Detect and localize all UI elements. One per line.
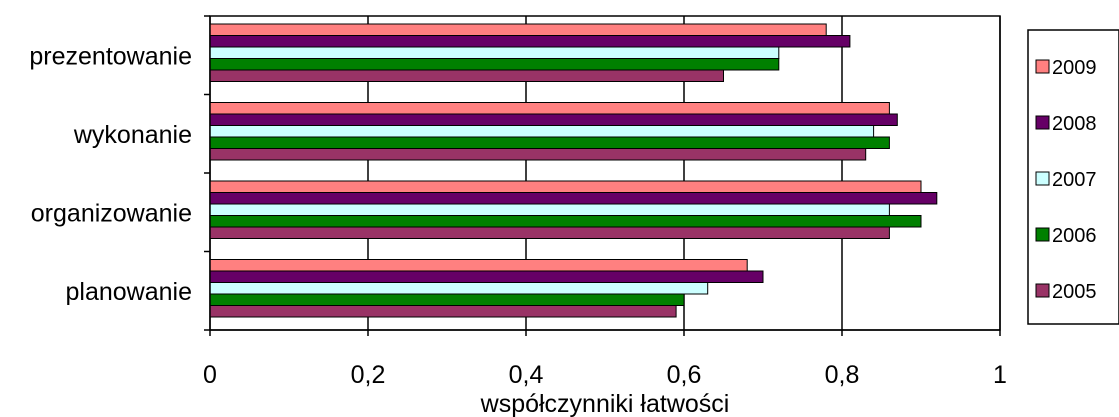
bar-2005-planowanie (209, 305, 677, 318)
y-axis: prezentowanie wykonanie organizowanie plano… (29, 15, 211, 331)
bar-2006-wykonanie (209, 136, 890, 149)
x-tick-label: 0,8 (825, 361, 860, 389)
bar-2007-planowanie (209, 282, 709, 295)
x-tick-label: 0 (203, 361, 217, 389)
bar-2005-wykonanie (209, 148, 867, 161)
bar-2009-prezentowanie (209, 23, 827, 36)
x-axis: 0 0,2 0,4 0,6 0,8 1 (203, 329, 1007, 389)
legend-swatch-2005 (1035, 283, 1050, 298)
legend-swatch-2006 (1035, 227, 1050, 242)
bar-2007-prezentowanie (209, 46, 780, 59)
bar-2008-prezentowanie (209, 35, 851, 48)
legend-swatch-2009 (1035, 59, 1050, 74)
bar-2006-prezentowanie (209, 58, 780, 71)
category-label: planowanie (66, 278, 193, 306)
x-tick-label: 1 (993, 361, 1007, 389)
bar-2009-organizowanie (209, 180, 922, 193)
bars (209, 23, 938, 318)
x-axis-title: współczynniki łatwości (480, 390, 730, 417)
bar-2006-organizowanie (209, 215, 922, 228)
legend-label-2006: 2006 (1052, 225, 1097, 247)
category-label: wykonanie (73, 121, 192, 149)
legend-label-2009: 2009 (1052, 57, 1097, 79)
bar-2008-organizowanie (209, 192, 938, 205)
bar-2007-wykonanie (209, 125, 875, 138)
legend-swatch-2007 (1035, 171, 1050, 186)
category-label: prezentowanie (29, 42, 192, 70)
bar-2005-organizowanie (209, 226, 890, 239)
bar-2007-organizowanie (209, 203, 890, 216)
bar-2009-planowanie (209, 259, 748, 272)
bar-2006-planowanie (209, 293, 685, 306)
legend-label-2007: 2007 (1052, 169, 1097, 191)
x-tick-label: 0,6 (667, 361, 702, 389)
legend-label-2008: 2008 (1052, 113, 1097, 135)
x-tick-label: 0,4 (509, 361, 544, 389)
bar-2008-wykonanie (209, 113, 898, 126)
bar-2008-planowanie (209, 270, 764, 283)
legend-label-2005: 2005 (1052, 281, 1097, 303)
x-tick-label: 0,2 (351, 361, 386, 389)
legend-swatch-2008 (1035, 115, 1050, 130)
bar-2009-wykonanie (209, 102, 890, 115)
category-label: organizowanie (31, 199, 192, 227)
legend: 2009 2008 2007 2006 2005 (1035, 57, 1097, 303)
bar-2005-prezentowanie (209, 69, 724, 82)
